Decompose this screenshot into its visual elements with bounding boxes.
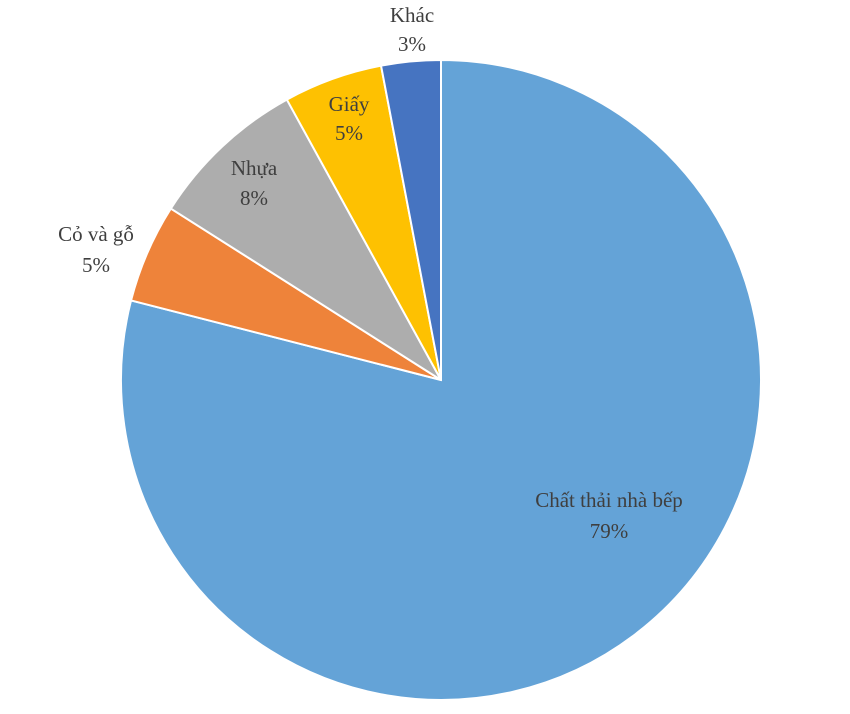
slice-label-pct-grass-wood: 5%: [82, 253, 110, 277]
slice-label-pct-other: 3%: [398, 32, 426, 56]
slice-label-pct-plastic: 8%: [240, 186, 268, 210]
pie-slice-other: [379, 58, 442, 381]
pie-slices: [120, 58, 762, 701]
pie-slice-plastic: [169, 98, 442, 381]
slice-label-name-paper: Giấy: [329, 92, 370, 116]
slice-label-name-other: Khác: [390, 3, 434, 27]
slice-label-name-grass-wood: Cỏ và gỗ: [58, 222, 134, 246]
slice-label-pct-paper: 5%: [335, 121, 363, 145]
slice-label-name-plastic: Nhựa: [231, 156, 278, 180]
slice-label-pct-kitchen-waste: 79%: [590, 519, 629, 543]
slice-label-name-kitchen-waste: Chất thải nhà bếp: [535, 488, 683, 512]
